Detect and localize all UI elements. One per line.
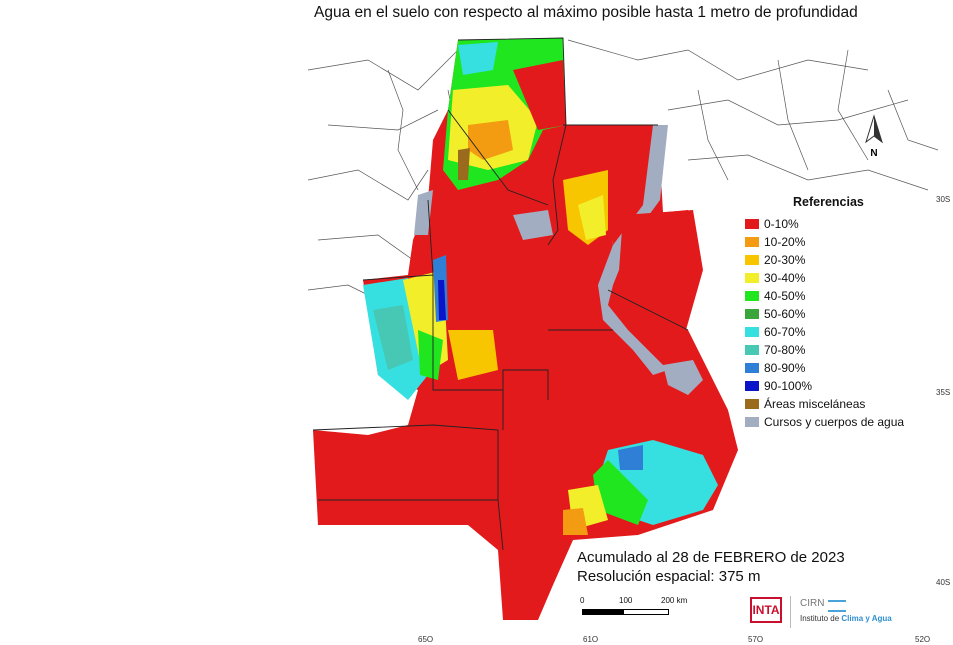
legend-item: 60-70% [745,323,935,341]
lat-label-35s: 35S [936,388,951,397]
legend-title: Referencias [793,195,864,209]
legend-label: 30-40% [764,271,806,285]
legend-label: 40-50% [764,289,806,303]
legend-item: 20-30% [745,251,935,269]
lon-label-52o: 52O [915,635,931,644]
legend-item: 80-90% [745,359,935,377]
legend-swatch [745,381,759,391]
legend-swatch [745,399,759,409]
legend-item: 0-10% [745,215,935,233]
water-waves-icon [828,600,846,612]
legend-item: 30-40% [745,269,935,287]
province-borders [312,37,689,551]
legend: Referencias 0-10% 10-20% 20-30% 30-40% 40-50… [745,195,935,431]
soil-water-raster [313,38,738,620]
legend-swatch [745,219,759,229]
lon-label-61o: 61O [583,635,599,644]
resolution-text: Resolución espacial: 375 m [577,568,761,585]
legend-swatch [745,273,759,283]
lat-label-30s: 30S [936,195,951,204]
legend-label: 90-100% [764,379,813,393]
legend-label: 70-80% [764,343,806,357]
legend-swatch [745,237,759,247]
legend-label: 0-10% [764,217,799,231]
scale-label-200: 200 km [661,596,688,605]
legend-label: 10-20% [764,235,806,249]
parana-river [598,125,668,375]
legend-label: 60-70% [764,325,806,339]
north-arrow: N [862,114,886,160]
rio-de-la-plata [663,360,703,395]
info-text: Acumulado al 28 de FEBRERO de 2023 Resol… [577,548,845,586]
lon-label-65o: 65O [418,635,434,644]
legend-label: Cursos y cuerpos de agua [764,415,905,429]
legend-swatch [745,255,759,265]
legend-swatch [745,363,759,373]
legend-item: Cursos y cuerpos de agua [745,413,935,431]
legend-item: 50-60% [745,305,935,323]
institute-name: Instituto de Clima y Agua [800,614,892,623]
legend-label: 80-90% [764,361,806,375]
scale-segment-light [623,609,669,615]
legend-swatch [745,309,759,319]
legend-item: 70-80% [745,341,935,359]
legend-label: 50-60% [764,307,806,321]
legend-swatch [745,327,759,337]
scale-segment-dark [582,609,624,615]
boundary-lines [308,39,938,301]
inta-logo: INTA [750,597,782,623]
logos: INTA CIRN Instituto de Clima y Agua [750,596,920,630]
legend-item: 40-50% [745,287,935,305]
map-panel [308,30,938,630]
legend-swatch [745,291,759,301]
scale-label-100: 100 [619,596,633,605]
legend-item: Áreas misceláneas [745,395,935,413]
logo-divider [790,596,791,628]
scale-bar: 0 100 200 km [578,596,708,622]
lat-label-40s: 40S [936,578,951,587]
soil-water-map [308,37,938,620]
legend-label: Áreas misceláneas [764,397,866,411]
legend-item: 10-20% [745,233,935,251]
legend-items: 0-10% 10-20% 20-30% 30-40% 40-50% 50-60% 60-70… [745,215,935,431]
legend-swatch [745,345,759,355]
cirn-logo: CIRN [800,598,825,609]
scale-label-0: 0 [580,596,585,605]
lon-label-57o: 57O [748,635,764,644]
map-title: Agua en el suelo con respecto al máximo … [314,4,858,21]
north-label: N [870,148,877,159]
accumulated-date: Acumulado al 28 de FEBRERO de 2023 [577,549,845,566]
legend-swatch [745,417,759,427]
legend-item: 90-100% [745,377,935,395]
legend-label: 20-30% [764,253,806,267]
